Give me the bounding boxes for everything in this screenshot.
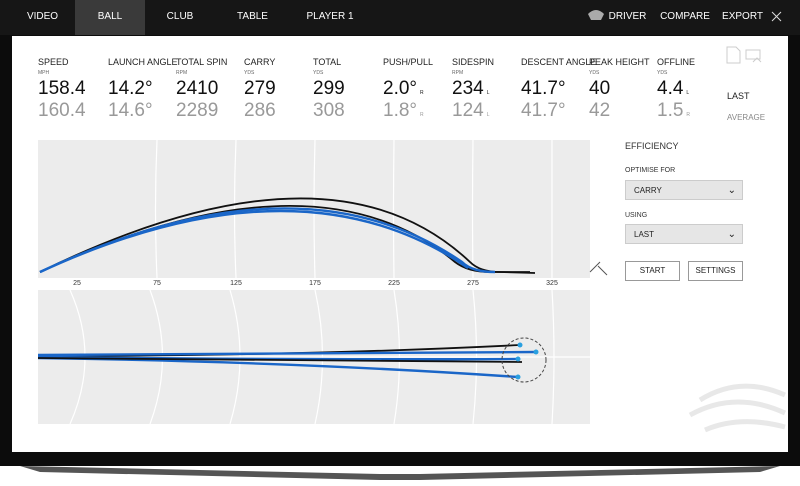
stat-label: DESCENT ANGLE <box>521 57 597 67</box>
stat-label: SIDESPIN <box>452 57 495 67</box>
stat-last: 234 L <box>452 78 489 100</box>
stat-last-direction: L <box>686 90 690 96</box>
stat-average-value: 42 <box>589 100 611 121</box>
nav-tab[interactable]: VIDEO <box>26 11 59 22</box>
stat-average: 1.8° R <box>383 100 424 122</box>
club-select[interactable]: DRIVER <box>608 11 647 22</box>
stat-last-value: 40 <box>589 78 611 99</box>
active-tab-bg <box>75 0 145 35</box>
stand <box>20 466 780 480</box>
stat-average-value: 308 <box>313 100 345 121</box>
stat-average-value: 41.7° <box>521 100 566 121</box>
stat-average-value: 124 <box>452 100 484 121</box>
stat-average: 308 <box>313 100 345 122</box>
distance-tick: 75 <box>153 280 161 287</box>
stat-last: 158.4 <box>38 78 86 100</box>
nav-tab[interactable]: TABLE <box>237 11 268 22</box>
stat-label: TOTAL SPIN <box>176 57 228 67</box>
using-label: USING <box>625 212 648 219</box>
stat-last-value: 234 <box>452 78 484 99</box>
trajectories <box>39 197 536 274</box>
stat-label: PUSH/PULL <box>383 57 434 67</box>
stat-average-value: 1.5 <box>657 100 684 121</box>
using-value: LAST <box>634 230 655 239</box>
panel-title: EFFICIENCY <box>625 141 679 151</box>
stat-label: CARRY <box>244 57 276 67</box>
stat-last-value: 299 <box>313 78 345 99</box>
stat-average: 124 L <box>452 100 489 122</box>
stat-average-value: 2289 <box>176 100 219 121</box>
stat-last: 41.7° <box>521 78 566 100</box>
distance-tick: 275 <box>467 280 479 287</box>
stat-average-direction: R <box>686 112 691 118</box>
stat-last-direction: L <box>486 90 490 96</box>
stat-unit: RPM <box>452 70 464 76</box>
stat-average-direction: L <box>486 112 490 118</box>
distance-tick: 225 <box>388 280 400 287</box>
stat-last-value: 279 <box>244 78 276 99</box>
stat-average-value: 286 <box>244 100 276 121</box>
stat-unit: RPM <box>176 70 188 76</box>
stat-average-direction: R <box>420 112 424 118</box>
start-button[interactable]: START <box>625 261 680 281</box>
stat-last-value: 41.7° <box>521 78 566 99</box>
stat-unit: MPH <box>38 70 50 76</box>
stat-last-value: 14.2° <box>108 78 153 99</box>
stat-average: 42 <box>589 100 610 122</box>
stat-label: PEAK HEIGHT <box>589 57 650 67</box>
using-dropdown[interactable]: LAST ⌄ <box>625 224 743 244</box>
distance-tick: 125 <box>230 280 242 287</box>
nav-tab[interactable]: CLUB <box>166 11 194 22</box>
distance-tick: 325 <box>546 280 558 287</box>
settings-button[interactable]: SETTINGS <box>688 261 743 281</box>
distance-tick: 25 <box>73 280 81 287</box>
average-label: AVERAGE <box>727 113 766 122</box>
stat-last-value: 158.4 <box>38 78 86 99</box>
stat-last: 279 <box>244 78 276 100</box>
optimise-label: OPTIMISE FOR <box>625 167 676 174</box>
nav-tab[interactable]: BALL <box>97 11 123 22</box>
stat-average: 2289 <box>176 100 218 122</box>
stat-last: 2410 <box>176 78 218 100</box>
stat-last: 2.0° R <box>383 78 424 100</box>
optimise-value: CARRY <box>634 186 662 195</box>
stat-last-value: 4.4 <box>657 78 684 99</box>
stat-unit: YDS <box>244 70 255 76</box>
stat-unit: YDS <box>657 70 668 76</box>
stat-last-value: 2.0° <box>383 78 418 99</box>
last-label: LAST <box>727 91 750 101</box>
stat-last: 299 <box>313 78 345 100</box>
stat-unit: YDS <box>313 70 324 76</box>
stat-average: 14.6° <box>108 100 153 122</box>
stat-last: 14.2° <box>108 78 153 100</box>
stat-last-direction: R <box>420 90 424 96</box>
stat-average: 41.7° <box>521 100 566 122</box>
top-paths <box>37 337 547 383</box>
stat-unit: YDS <box>589 70 600 76</box>
optimise-dropdown[interactable]: CARRY ⌄ <box>625 180 743 200</box>
stat-last: 4.4 L <box>657 78 689 100</box>
stat-average-value: 1.8° <box>383 100 418 121</box>
nav-action[interactable]: COMPARE <box>660 11 710 22</box>
stat-average-value: 14.6° <box>108 100 153 121</box>
stat-average: 286 <box>244 100 276 122</box>
stat-label: OFFLINE <box>657 57 696 67</box>
stat-last: 40 <box>589 78 610 100</box>
stat-last-value: 2410 <box>176 78 219 99</box>
stat-average: 1.5 R <box>657 100 690 122</box>
stat-label: SPEED <box>38 57 69 67</box>
distance-tick: 175 <box>309 280 321 287</box>
stat-label: LAUNCH ANGLE <box>108 57 178 67</box>
stat-average: 160.4 <box>38 100 86 122</box>
stat-average-value: 160.4 <box>38 100 86 121</box>
nav-tab[interactable]: PLAYER 1 <box>306 11 354 22</box>
stat-label: TOTAL <box>313 57 342 67</box>
nav-action[interactable]: EXPORT <box>722 11 763 22</box>
